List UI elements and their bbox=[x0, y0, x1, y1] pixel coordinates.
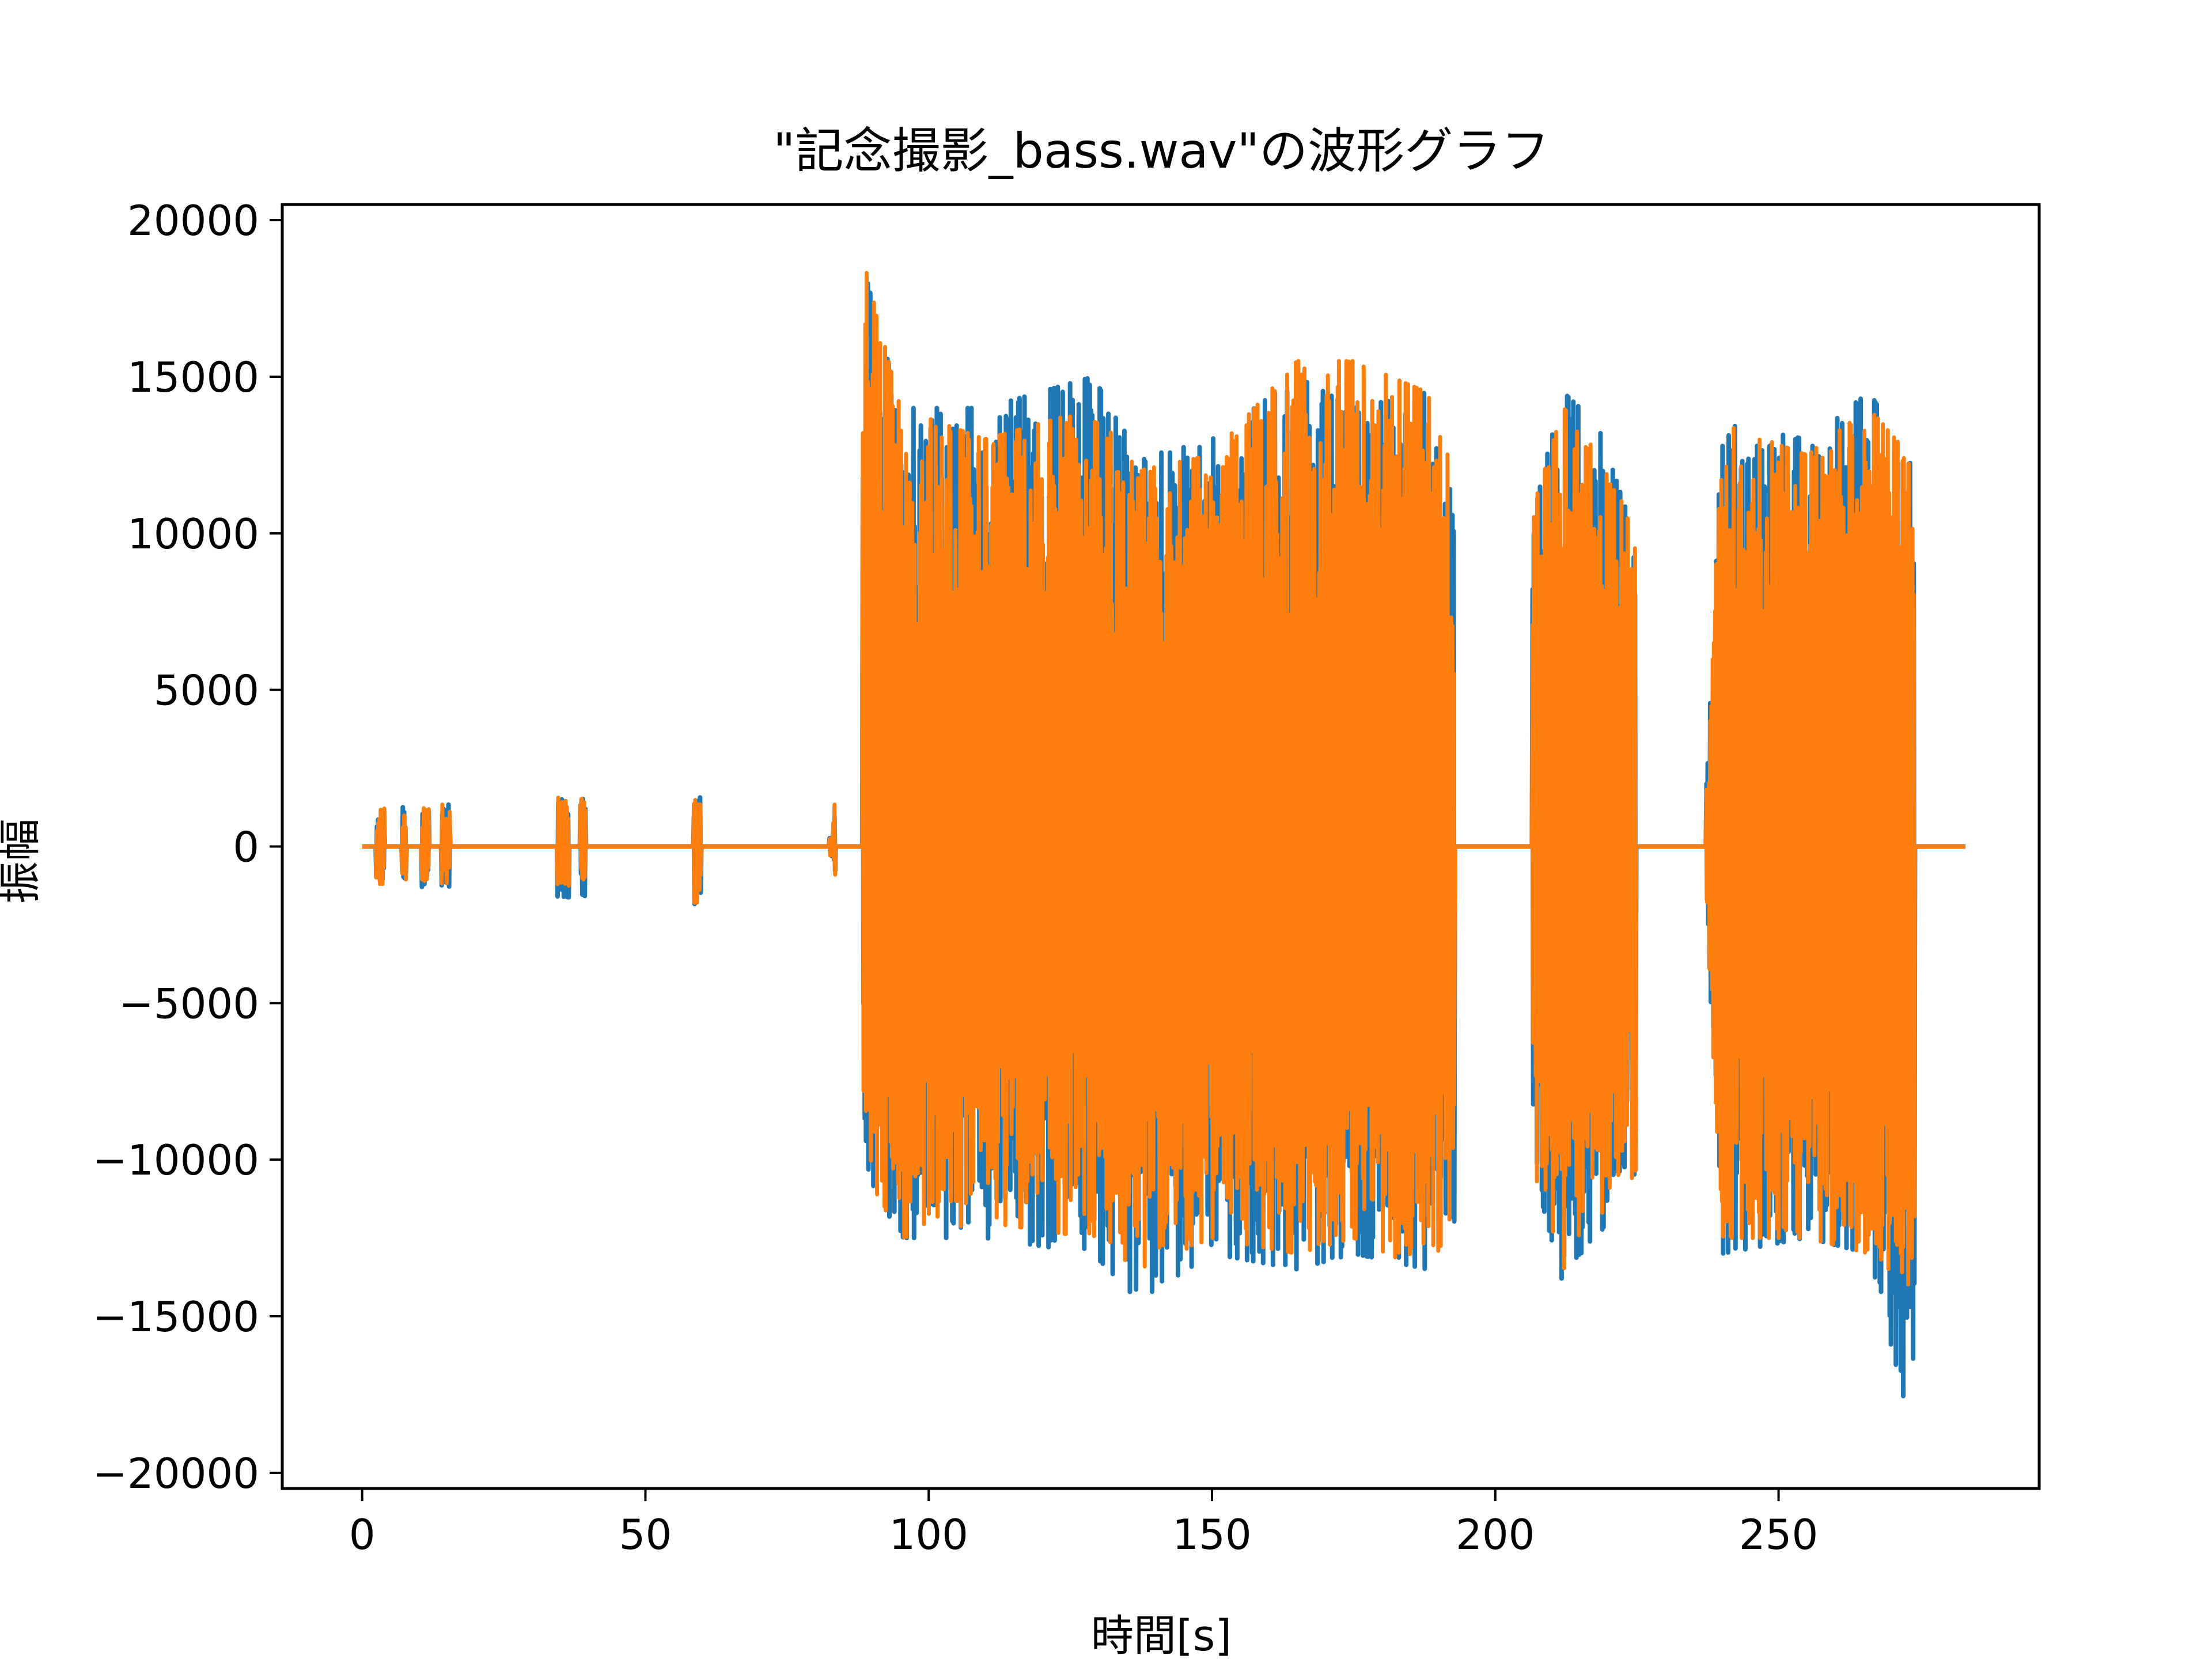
x-tick-label: 200 bbox=[1456, 1510, 1535, 1559]
y-tick-label: 10000 bbox=[127, 510, 259, 558]
y-tick-label: 15000 bbox=[127, 353, 259, 402]
x-axis-label: 時間[s] bbox=[1091, 1611, 1232, 1659]
y-tick-label: −10000 bbox=[93, 1136, 259, 1184]
y-tick-label: 20000 bbox=[127, 196, 259, 245]
chart-title: "記念撮影_bass.wav"の波形グラフ bbox=[773, 123, 1550, 179]
x-axis: 0 50 100 150 200 250 bbox=[349, 1488, 1818, 1559]
waveform-series-2 bbox=[361, 271, 1967, 1287]
y-tick-label: 0 bbox=[233, 823, 259, 872]
y-axis-label: 振幅 bbox=[0, 819, 45, 904]
x-tick-label: 150 bbox=[1172, 1510, 1251, 1559]
x-tick-label: 50 bbox=[619, 1510, 672, 1559]
y-tick-label: −5000 bbox=[119, 979, 259, 1028]
x-tick-label: 250 bbox=[1739, 1510, 1818, 1559]
x-tick-label: 0 bbox=[349, 1510, 376, 1559]
y-axis: 20000 15000 10000 5000 0 −5000 −10000 −15000 −20… bbox=[93, 196, 282, 1498]
y-tick-label: −20000 bbox=[93, 1449, 259, 1498]
y-tick-label: 5000 bbox=[154, 666, 259, 715]
y-tick-label: −15000 bbox=[93, 1293, 259, 1341]
x-tick-label: 100 bbox=[889, 1510, 968, 1559]
series-layer bbox=[360, 271, 1968, 1399]
